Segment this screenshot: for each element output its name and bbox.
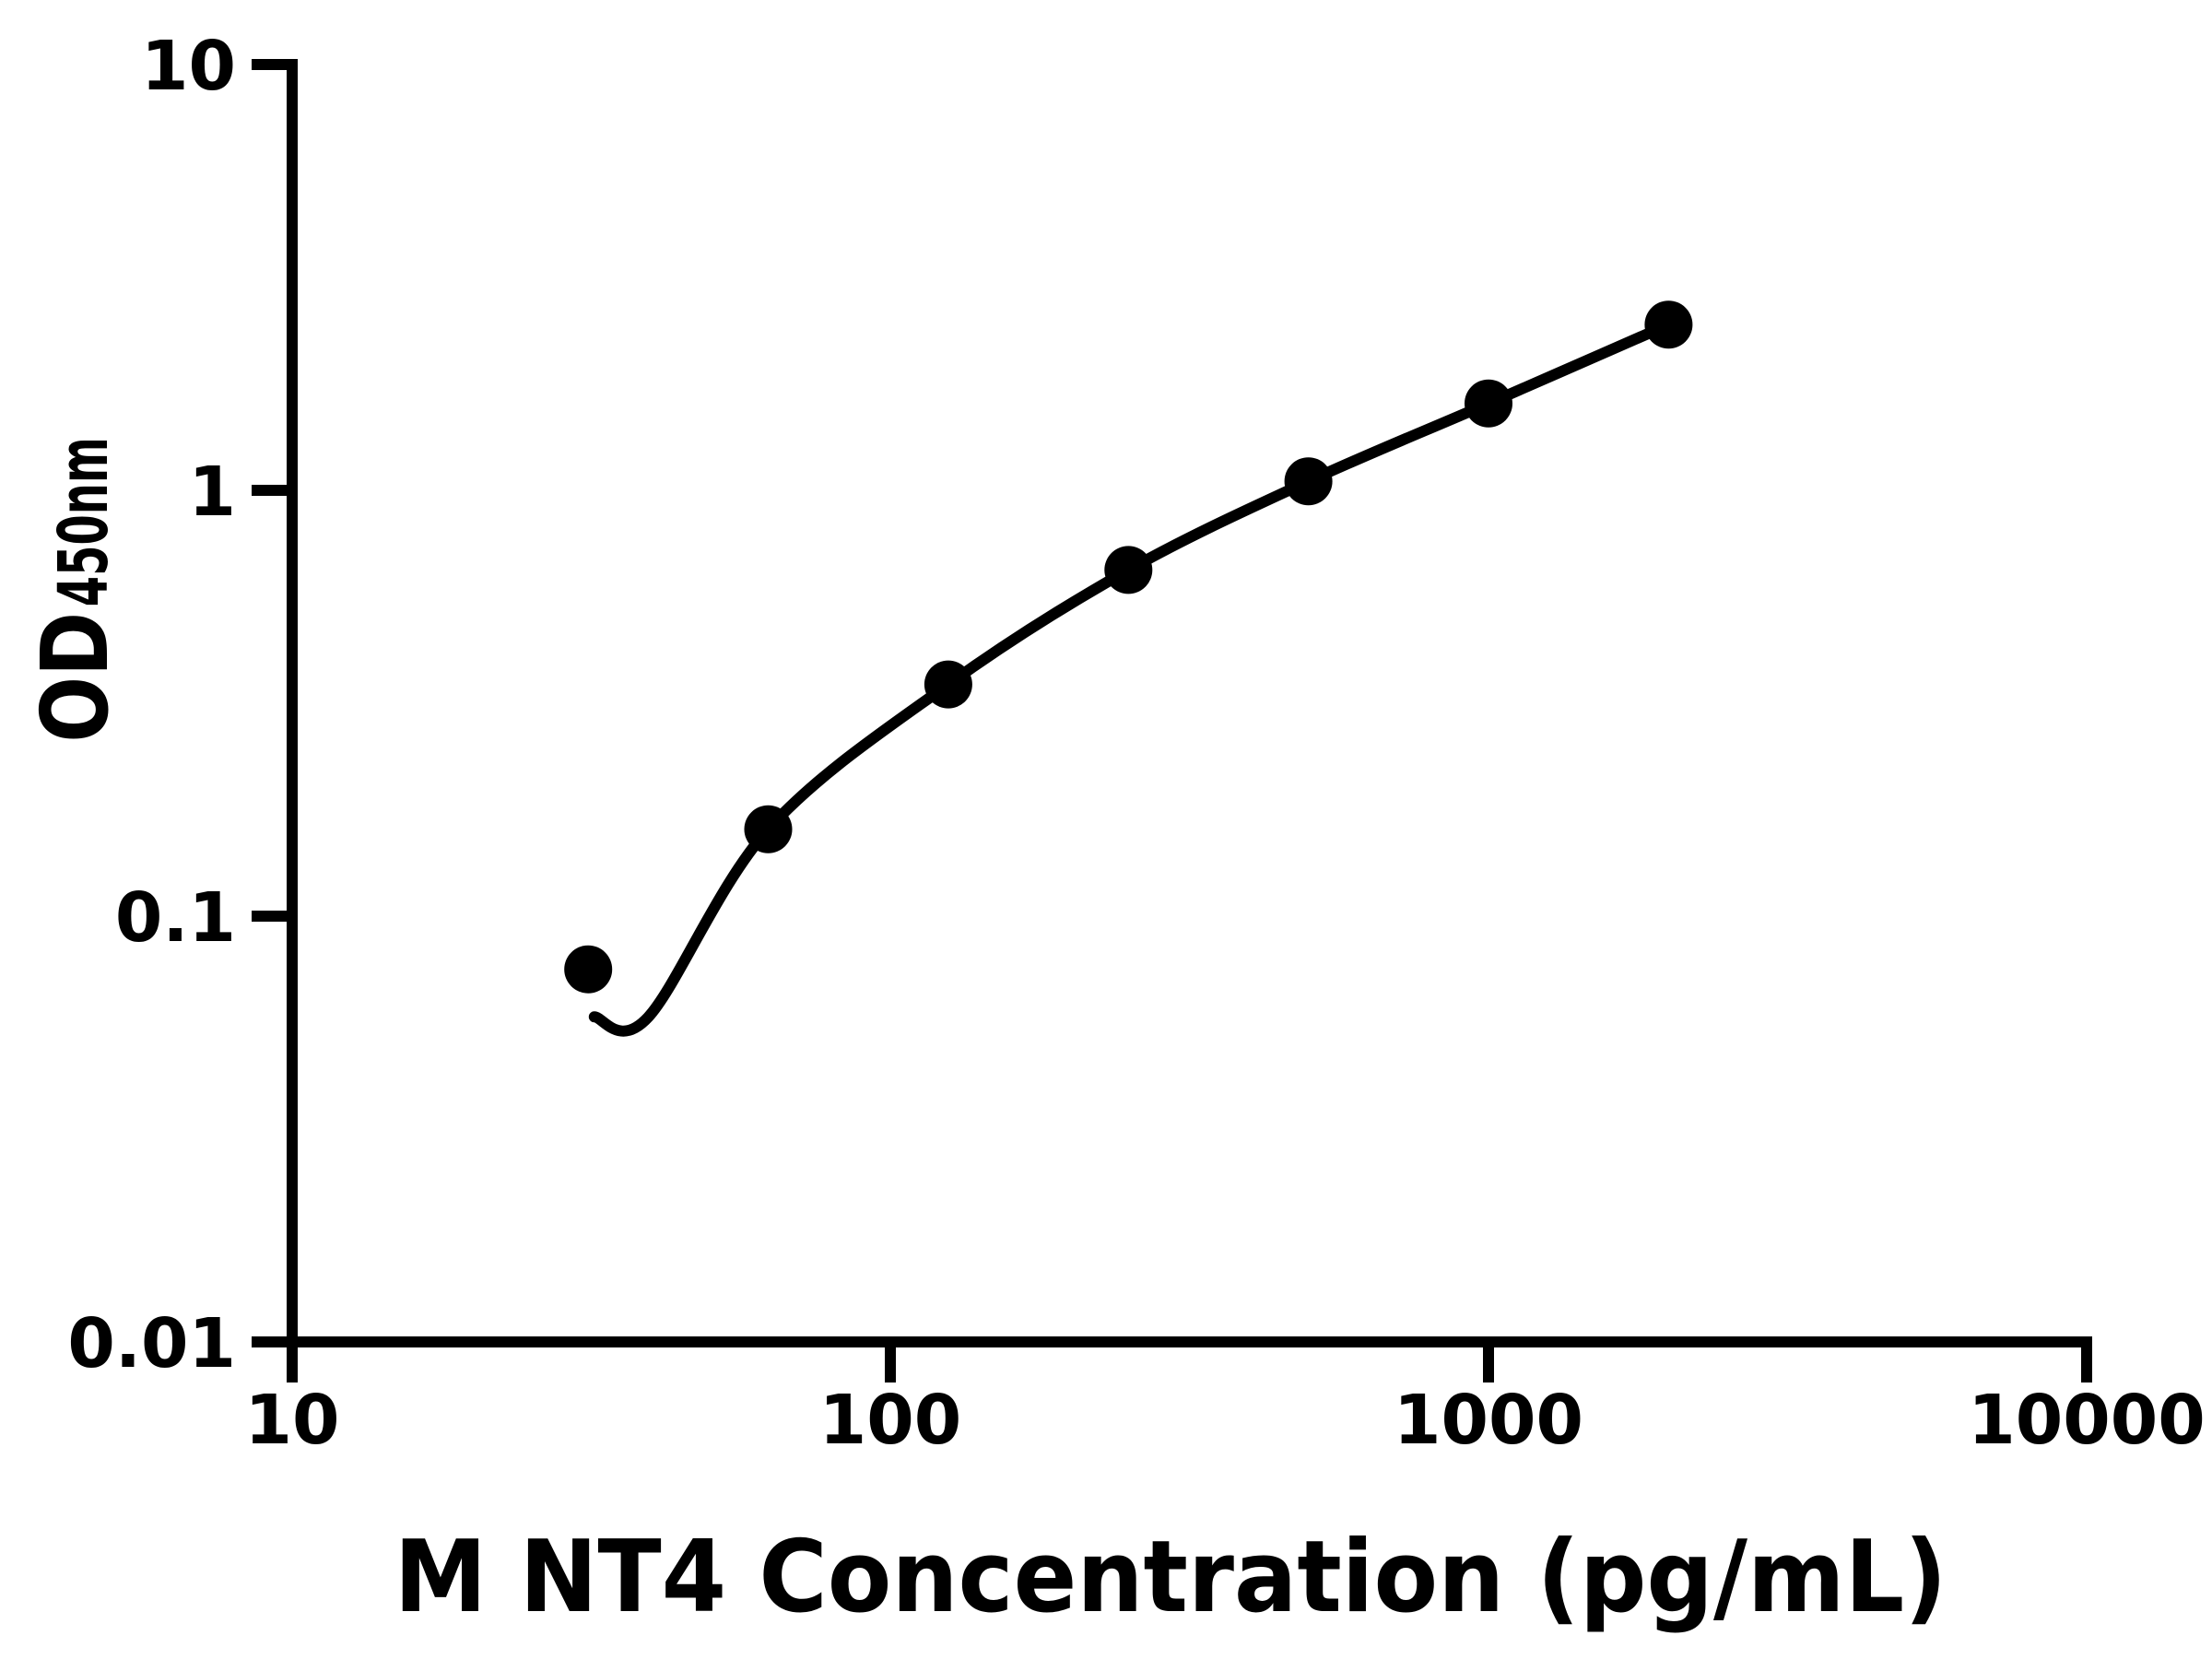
- y-tick-label-10: 10: [141, 27, 236, 106]
- x-axis-title: M NT4 Concentration (pg/mL): [394, 1520, 1947, 1635]
- data-point-2000pgml: [1644, 300, 1693, 349]
- data-point-250pgml: [1104, 546, 1153, 594]
- data-point-125pgml: [924, 660, 972, 709]
- y-axis-label-subscript: 450nm: [44, 437, 124, 606]
- plot-area: [564, 300, 1693, 1037]
- x-tick-label-1000: 1000: [1394, 1381, 1583, 1460]
- data-point-500pgml: [1284, 457, 1333, 506]
- y-tick-label-1: 1: [189, 453, 237, 532]
- y-tick-label-0.01: 0.01: [67, 1304, 236, 1383]
- y-axis-label-main: OD: [21, 612, 129, 743]
- axes: 10 100 1000 10000 10 1 0.1 0.01: [67, 27, 2205, 1460]
- x-tick-label-10000: 10000: [1968, 1381, 2205, 1460]
- x-tick-label-10: 10: [245, 1381, 340, 1460]
- x-tick-label-100: 100: [819, 1381, 961, 1460]
- data-point-31.25pgml: [564, 945, 613, 994]
- y-tick-label-0.1: 0.1: [115, 878, 236, 958]
- y-axis-label: OD 450nm: [21, 437, 129, 743]
- data-point-1000pgml: [1465, 379, 1512, 428]
- fit-curve: [588, 319, 1675, 1037]
- data-point-62.5pgml: [744, 805, 793, 853]
